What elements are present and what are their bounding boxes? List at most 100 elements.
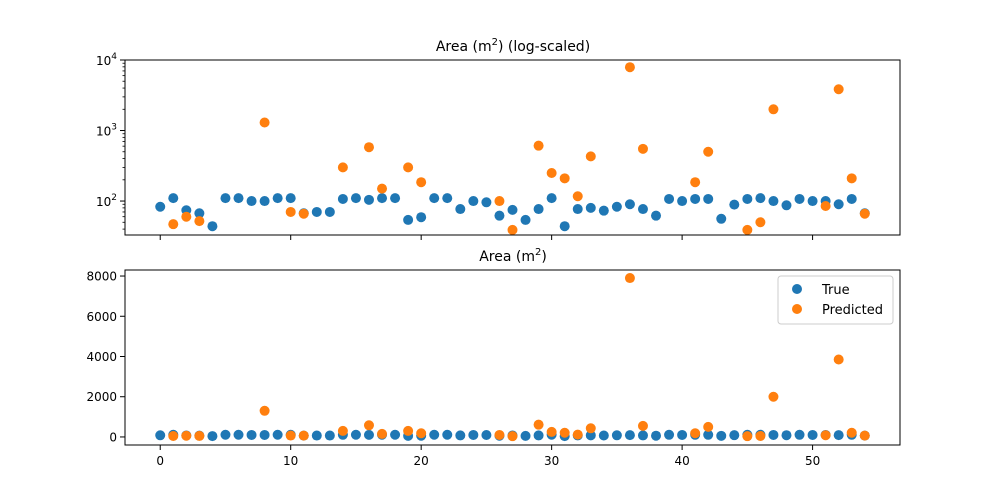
top-point-true	[207, 221, 218, 232]
top-point-true	[507, 204, 518, 215]
top-point-true	[259, 196, 270, 207]
bottom-axes: 0 10 20 30 40 50 0 2000 4000 6000 8000	[86, 270, 820, 468]
top-point-true	[651, 210, 662, 221]
top-point-predicted	[259, 117, 270, 128]
top-point-predicted	[637, 143, 648, 154]
bottom-point-predicted	[507, 431, 518, 442]
bottom-point-predicted	[168, 431, 179, 442]
top-point-predicted	[624, 62, 635, 73]
top-point-predicted	[533, 140, 544, 151]
top-point-true	[611, 201, 622, 212]
bottom-point-true	[363, 429, 374, 440]
top-point-true	[390, 193, 401, 204]
bottom-point-predicted	[546, 426, 557, 437]
top-axes: 102 103 104	[96, 52, 814, 240]
top-point-predicted	[285, 206, 296, 217]
bottom-point-predicted	[859, 430, 870, 441]
bottom-point-true	[233, 429, 244, 440]
bottom-point-true	[429, 429, 440, 440]
top-y-tick-label: 103	[96, 123, 117, 139]
bottom-point-true	[481, 430, 492, 441]
top-point-true	[807, 196, 818, 207]
top-point-true	[220, 193, 231, 204]
top-point-true	[716, 213, 727, 224]
legend-box	[777, 275, 894, 325]
top-point-true	[416, 212, 427, 223]
bottom-point-true	[664, 429, 675, 440]
bottom-point-true	[350, 429, 361, 440]
top-point-true	[846, 193, 857, 204]
bottom-point-predicted	[181, 430, 192, 441]
top-point-true	[533, 204, 544, 215]
top-point-predicted	[585, 151, 596, 162]
bottom-point-true	[768, 429, 779, 440]
top-point-predicted	[859, 208, 870, 219]
bottom-point-predicted	[559, 427, 570, 438]
bottom-x-tick-label: 40	[674, 454, 689, 468]
top-point-true	[155, 201, 166, 212]
top-point-true	[429, 193, 440, 204]
top-point-true	[377, 193, 388, 204]
top-point-predicted	[820, 201, 831, 212]
bottom-point-true	[155, 430, 166, 441]
top-plot-frame	[124, 59, 901, 236]
top-point-true	[677, 196, 688, 207]
bottom-point-true	[637, 430, 648, 441]
bottom-point-true	[442, 429, 453, 440]
bottom-point-true	[794, 429, 805, 440]
top-point-true	[285, 193, 296, 204]
top-point-true	[455, 204, 466, 215]
top-point-predicted	[768, 104, 779, 115]
bottom-point-predicted	[533, 419, 544, 430]
top-point-true	[168, 193, 179, 204]
bottom-y-tick-label: 0	[109, 430, 117, 444]
bottom-y-tick-label: 4000	[86, 350, 117, 364]
bottom-point-predicted	[337, 425, 348, 436]
top-point-true	[337, 193, 348, 204]
bottom-x-tick-label: 50	[805, 454, 820, 468]
top-point-predicted	[181, 211, 192, 222]
bottom-point-true	[624, 430, 635, 441]
bottom-point-true	[259, 429, 270, 440]
top-point-true	[637, 204, 648, 215]
bottom-panel: Area (m2) 0 10 20 30 40 50 0 2000 4000 6000 8000 T…	[86, 247, 901, 468]
bottom-y-tick-label: 8000	[86, 270, 117, 284]
top-point-predicted	[403, 162, 414, 173]
top-point-true	[311, 206, 322, 217]
bottom-point-predicted	[285, 430, 296, 441]
bottom-points	[155, 273, 870, 442]
bottom-point-predicted	[377, 428, 388, 439]
bottom-point-true	[468, 429, 479, 440]
bottom-point-predicted	[416, 428, 427, 439]
bottom-plot-frame	[124, 269, 901, 446]
top-point-predicted	[559, 173, 570, 184]
top-point-predicted	[377, 183, 388, 194]
top-point-true	[768, 196, 779, 207]
bottom-point-predicted	[194, 430, 205, 441]
top-point-true	[520, 214, 531, 225]
bottom-point-predicted	[572, 429, 583, 440]
bottom-point-predicted	[624, 273, 635, 284]
bottom-point-predicted	[298, 430, 309, 441]
bottom-point-predicted	[846, 427, 857, 438]
top-y-tick-label: 104	[96, 52, 117, 68]
top-point-true	[729, 199, 740, 210]
bottom-point-predicted	[690, 428, 701, 439]
bottom-y-tick-label: 2000	[86, 390, 117, 404]
top-point-predicted	[546, 167, 557, 178]
top-point-predicted	[755, 217, 766, 228]
top-chart-title: Area (m2) (log-scaled)	[436, 37, 590, 55]
top-point-true	[403, 214, 414, 225]
top-point-predicted	[846, 173, 857, 184]
bottom-point-predicted	[585, 423, 596, 434]
top-point-predicted	[168, 219, 179, 230]
bottom-point-predicted	[820, 430, 831, 441]
bottom-x-tick-label: 0	[156, 454, 164, 468]
top-point-true	[494, 210, 505, 221]
bottom-point-true	[781, 430, 792, 441]
top-point-true	[781, 200, 792, 211]
bottom-point-predicted	[742, 431, 753, 442]
legend-label-true: True	[821, 283, 850, 298]
bottom-x-tick-label: 20	[414, 454, 429, 468]
bottom-point-predicted	[755, 430, 766, 441]
